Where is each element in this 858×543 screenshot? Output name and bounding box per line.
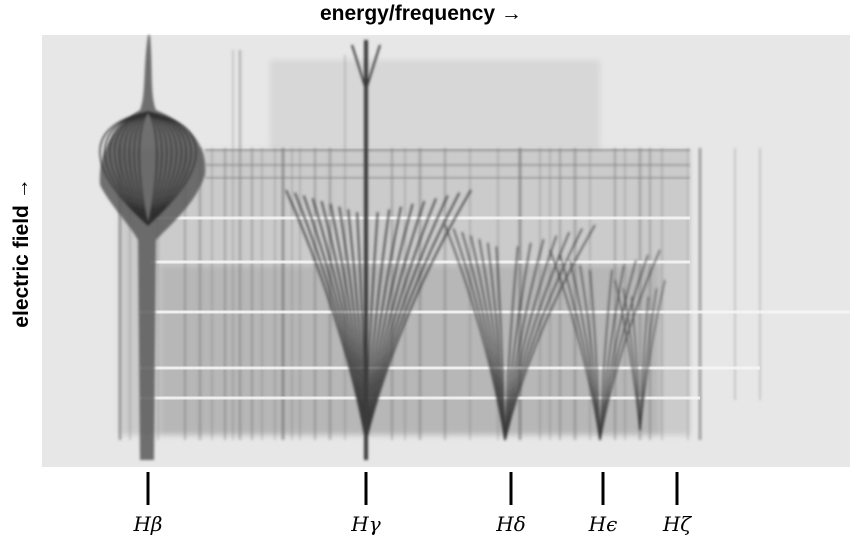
fan-component (504, 228, 583, 441)
fan-component (504, 239, 545, 441)
hbeta-arc (147, 111, 168, 226)
x-axis-label: energy/frequency → (320, 2, 522, 25)
upper-bands (205, 148, 690, 179)
fan-component (504, 242, 532, 441)
fan-component (504, 231, 571, 441)
hbeta-arc (147, 111, 173, 226)
label-hdelta: Hδ (496, 512, 526, 536)
fan-component (365, 189, 472, 441)
fan-component (599, 264, 625, 441)
hbeta-arc (147, 111, 182, 226)
fan-component (614, 279, 641, 431)
hbeta-arc (123, 111, 149, 226)
fan-component (504, 246, 519, 441)
stark-line-fans (285, 40, 666, 460)
fan-component (504, 224, 596, 441)
hbeta-arc (147, 111, 178, 226)
hbeta-arc (147, 111, 163, 226)
line-markers (146, 472, 679, 505)
fan-component (504, 235, 558, 441)
hgamma-tip (351, 44, 381, 94)
label-hgamma: Hγ (351, 512, 381, 536)
label-hepsilon: Hϵ (588, 512, 618, 536)
hbeta-arc (147, 111, 192, 226)
hbeta-arc (147, 111, 158, 226)
hbeta-arc (114, 111, 149, 226)
fan-component (444, 224, 506, 441)
hbeta-arc (109, 111, 149, 226)
hbeta-arcs (99, 111, 197, 226)
fan-component (589, 269, 601, 441)
hbeta-arc (104, 111, 149, 226)
fan-component (599, 259, 637, 441)
fan-component (599, 269, 613, 441)
label-hbeta: Hβ (133, 512, 163, 536)
fan-component (599, 249, 661, 441)
hbeta-arc (99, 111, 149, 226)
hbeta-pattern (99, 35, 206, 460)
hbeta-arc (128, 111, 149, 226)
fan-component (599, 254, 649, 441)
hbeta-arc (133, 111, 149, 226)
fan-component (639, 279, 666, 431)
fan-component (285, 189, 367, 441)
hbeta-arc (147, 111, 187, 226)
label-hzeta: Hζ (662, 512, 692, 536)
hbeta-arc (138, 111, 149, 226)
hbeta-arc (118, 111, 149, 226)
hbeta-arc (147, 111, 197, 226)
fan-component (549, 249, 601, 441)
